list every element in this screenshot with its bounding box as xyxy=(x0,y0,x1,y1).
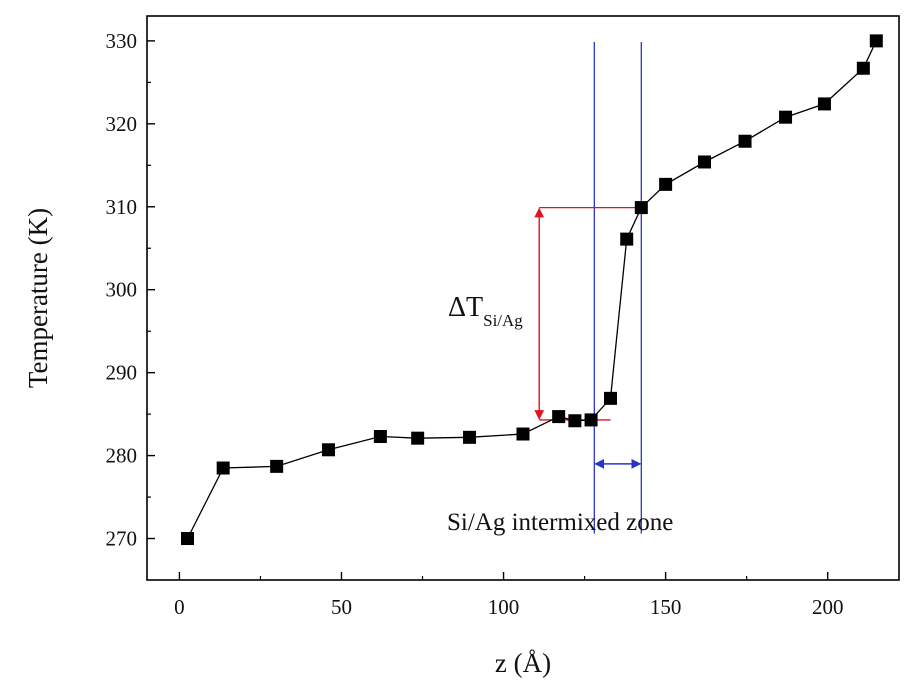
y-axis-title: Temperature (K) xyxy=(23,208,53,388)
data-point xyxy=(373,430,387,444)
delta-t-symbol: ΔT xyxy=(448,292,483,323)
y-tick-label: 290 xyxy=(106,361,138,385)
data-point xyxy=(659,177,673,191)
y-tick-label: 300 xyxy=(106,278,138,302)
x-axis-title: z (Å) xyxy=(495,648,551,678)
intermixed-zone-label: Si/Ag intermixed zone xyxy=(447,509,673,536)
data-point xyxy=(584,413,598,427)
data-point xyxy=(463,430,477,444)
x-tick-label: 200 xyxy=(812,595,844,619)
y-tick-label: 330 xyxy=(106,29,138,53)
data-point xyxy=(604,391,618,405)
plot-frame xyxy=(146,15,900,581)
data-point xyxy=(634,201,648,215)
data-point xyxy=(779,110,793,124)
y-tick-label: 270 xyxy=(106,527,138,551)
data-point xyxy=(216,461,230,475)
data-point xyxy=(322,443,336,457)
data-point xyxy=(698,155,712,169)
data-point xyxy=(620,232,634,246)
data-point xyxy=(552,410,566,424)
series-line xyxy=(186,40,877,539)
annotations xyxy=(534,42,643,534)
delta-t-label: ΔTSi/Ag xyxy=(448,292,523,330)
data-point xyxy=(181,532,195,546)
x-tick-label: 100 xyxy=(488,595,520,619)
y-tick-label: 320 xyxy=(106,112,138,136)
delta-t-subscript: Si/Ag xyxy=(483,311,523,330)
data-point xyxy=(869,34,883,48)
data-series xyxy=(181,34,883,546)
data-point xyxy=(817,97,831,111)
x-tick-label: 50 xyxy=(331,595,352,619)
x-tick-label: 150 xyxy=(650,595,682,619)
data-point xyxy=(738,134,752,148)
data-point xyxy=(516,427,530,441)
data-point xyxy=(856,61,870,75)
data-point xyxy=(270,459,284,473)
data-point xyxy=(411,431,425,445)
data-point xyxy=(568,414,582,428)
x-tick-label: 0 xyxy=(174,595,185,619)
axes: 0 50 100 150 200 270 280 290 300 310 320 330 xyxy=(106,29,844,619)
y-tick-label: 310 xyxy=(106,195,138,219)
y-tick-label: 280 xyxy=(106,444,138,468)
